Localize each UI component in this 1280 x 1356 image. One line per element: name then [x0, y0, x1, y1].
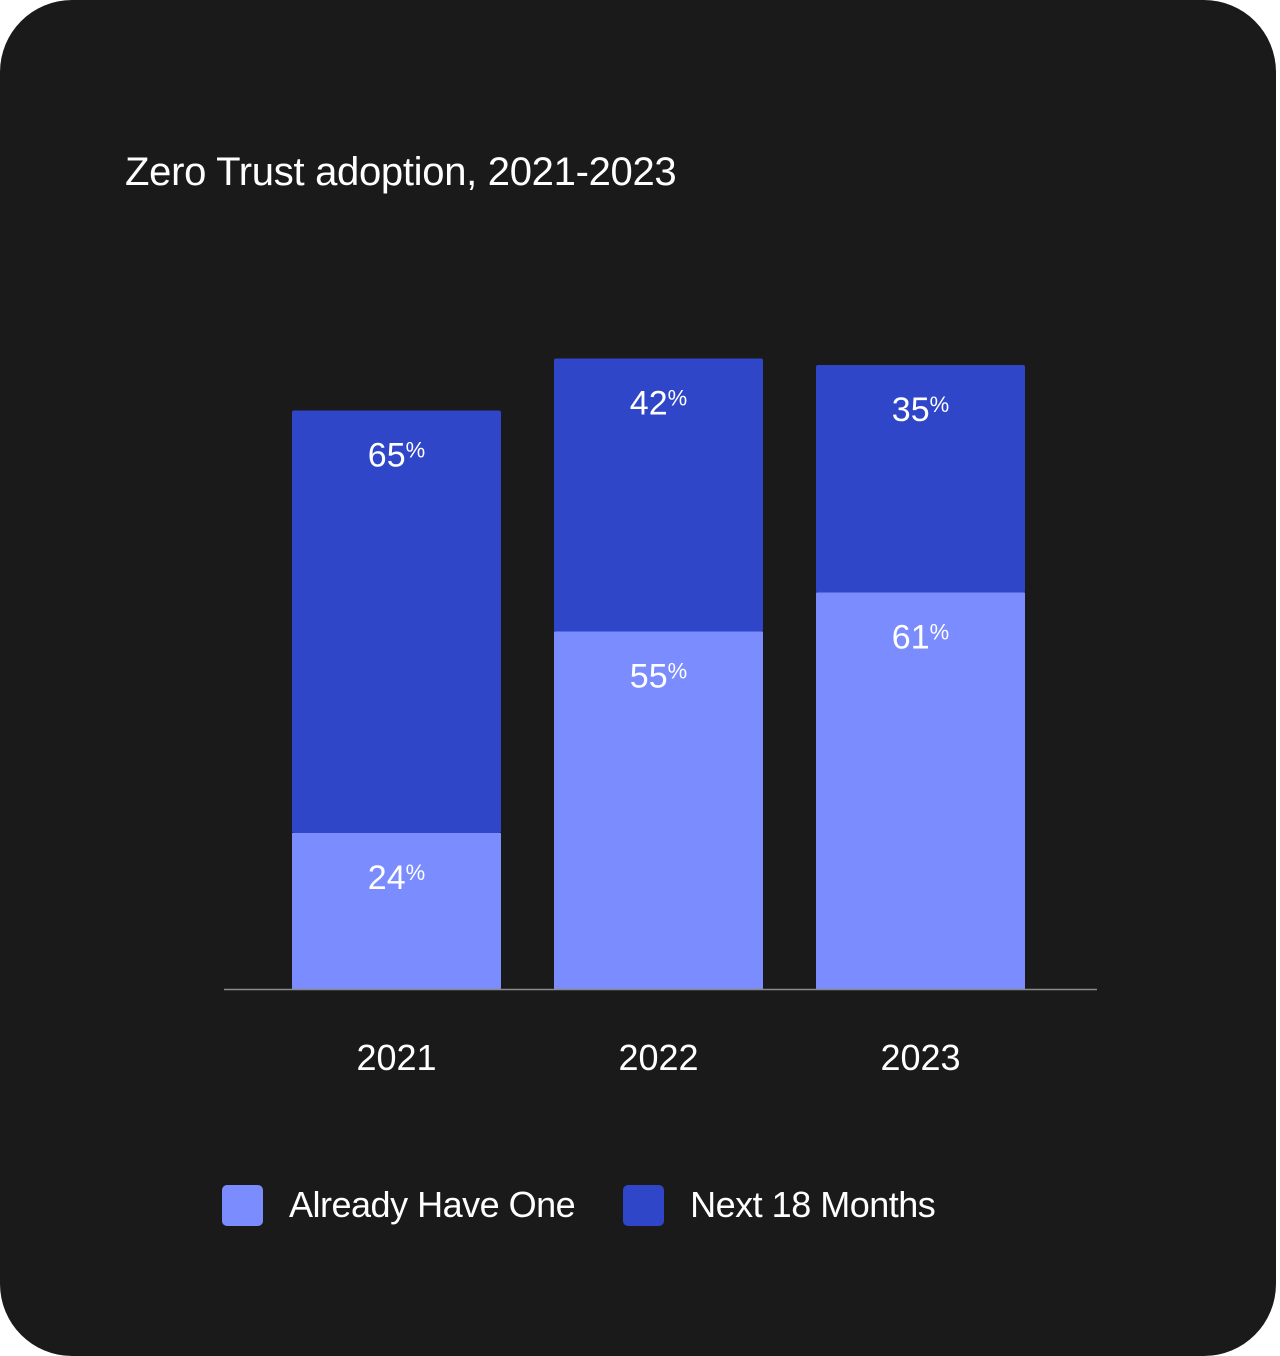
x-tick-label-2022: 2022	[618, 1037, 698, 1078]
bar-next-18-months-2023	[816, 365, 1025, 593]
bar-already-have-one-2023	[816, 592, 1025, 989]
data-label-next-18-months-2021: 65%	[368, 437, 425, 475]
legend-item-already-have-one: Already Have One	[222, 1184, 576, 1226]
data-label-already-have-one-2023: 61%	[892, 619, 949, 657]
bar-already-have-one-2022	[554, 631, 763, 989]
data-label-already-have-one-2021: 24%	[368, 859, 425, 897]
data-label-already-have-one-2022: 55%	[630, 658, 687, 696]
data-label-next-18-months-2022: 42%	[630, 385, 687, 423]
bar-next-18-months-2021	[292, 410, 501, 833]
legend-swatch-already-have-one	[222, 1184, 263, 1226]
legend-item-next-18-months: Next 18 Months	[623, 1184, 936, 1226]
legend-label-already-have-one: Already Have One	[289, 1184, 576, 1225]
legend-label-next-18-months: Next 18 Months	[690, 1184, 936, 1225]
chart-title: Zero Trust adoption, 2021-2023	[125, 150, 677, 194]
legend: Already Have One Next 18 Months	[222, 1184, 983, 1226]
x-tick-label-2023: 2023	[880, 1037, 960, 1078]
x-tick-label-2021: 2021	[356, 1037, 436, 1078]
bar-already-have-one-2021	[292, 833, 501, 989]
legend-swatch-next-18-months	[623, 1184, 665, 1226]
data-label-next-18-months-2023: 35%	[892, 391, 949, 429]
bar-next-18-months-2022	[554, 358, 763, 632]
